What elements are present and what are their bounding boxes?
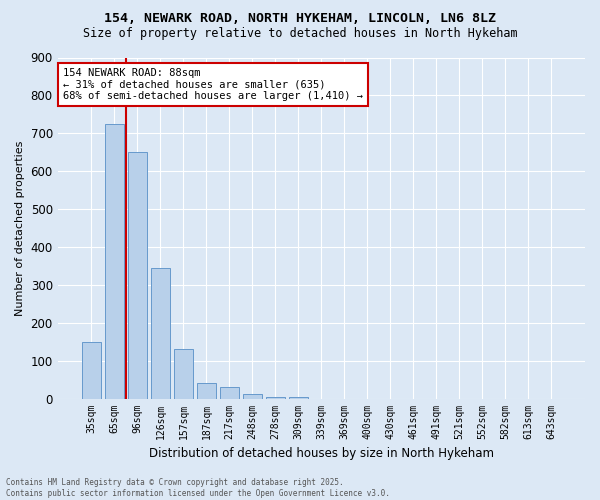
Bar	[197, 384, 216, 398]
Bar	[242, 394, 262, 398]
Bar	[173, 348, 193, 399]
Bar	[82, 342, 101, 398]
X-axis label: Distribution of detached houses by size in North Hykeham: Distribution of detached houses by size …	[149, 447, 494, 460]
Bar	[220, 387, 239, 398]
Bar	[151, 268, 170, 398]
Bar	[104, 124, 124, 398]
Y-axis label: Number of detached properties: Number of detached properties	[15, 140, 25, 316]
Text: Size of property relative to detached houses in North Hykeham: Size of property relative to detached ho…	[83, 28, 517, 40]
Text: 154 NEWARK ROAD: 88sqm
← 31% of detached houses are smaller (635)
68% of semi-de: 154 NEWARK ROAD: 88sqm ← 31% of detached…	[63, 68, 363, 101]
Bar	[266, 396, 285, 398]
Bar	[128, 152, 147, 398]
Text: Contains HM Land Registry data © Crown copyright and database right 2025.
Contai: Contains HM Land Registry data © Crown c…	[6, 478, 390, 498]
Text: 154, NEWARK ROAD, NORTH HYKEHAM, LINCOLN, LN6 8LZ: 154, NEWARK ROAD, NORTH HYKEHAM, LINCOLN…	[104, 12, 496, 26]
